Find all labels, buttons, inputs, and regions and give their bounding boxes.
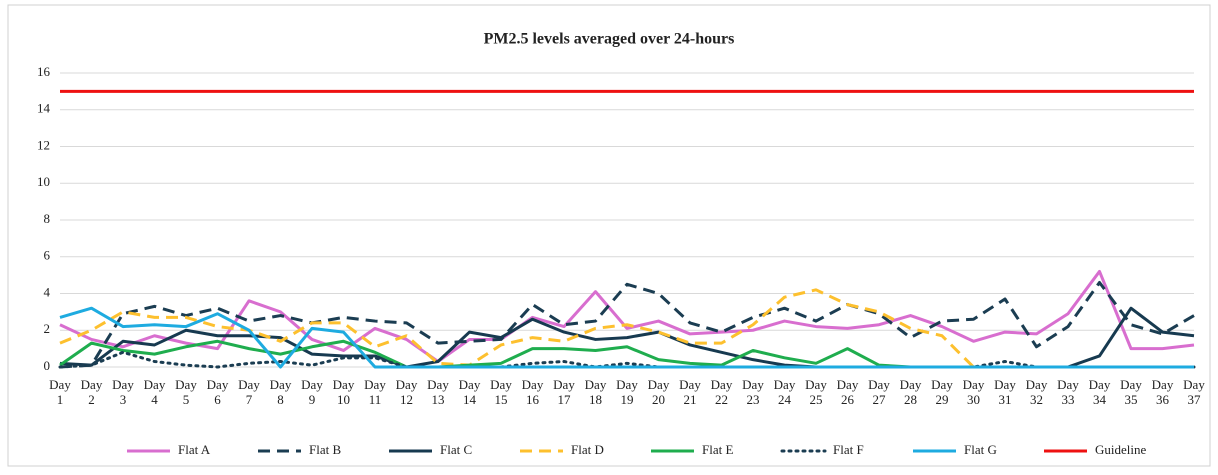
y-tick-label: 14 bbox=[37, 101, 51, 116]
x-tick-label: Day 19 bbox=[616, 377, 638, 407]
x-tick-label: Day 35 bbox=[1120, 377, 1142, 407]
x-tick-label: Day 17 bbox=[553, 377, 575, 407]
legend-label: Flat E bbox=[702, 442, 733, 457]
x-tick-label: Day 2 bbox=[80, 377, 103, 407]
x-tick-label: Day 16 bbox=[521, 377, 544, 407]
x-tick-label: Day 31 bbox=[994, 377, 1016, 407]
x-tick-label: Day 21 bbox=[679, 377, 701, 407]
x-tick-label: Day 34 bbox=[1088, 377, 1111, 407]
chart-title: PM2.5 levels averaged over 24-hours bbox=[484, 31, 735, 48]
y-tick-label: 6 bbox=[44, 248, 51, 263]
x-tick-label: Day 29 bbox=[931, 377, 953, 407]
legend-label: Flat F bbox=[833, 442, 864, 457]
x-tick-label: Day 11 bbox=[364, 377, 386, 407]
x-tick-label: Day 22 bbox=[710, 377, 733, 407]
legend-label: Flat G bbox=[964, 442, 997, 457]
x-tick-label: Day 3 bbox=[112, 377, 134, 407]
y-tick-label: 8 bbox=[44, 211, 51, 226]
x-tick-label: Day 18 bbox=[584, 377, 607, 407]
x-tick-label: Day 37 bbox=[1183, 377, 1205, 407]
x-tick-label: Day 28 bbox=[899, 377, 922, 407]
chart-border bbox=[7, 4, 1211, 467]
x-tick-label: Day 23 bbox=[742, 377, 764, 407]
x-tick-label: Day 32 bbox=[1025, 377, 1048, 407]
legend-label: Flat B bbox=[309, 442, 341, 457]
x-tick-label: Day 26 bbox=[836, 377, 859, 407]
legend-label: Flat A bbox=[178, 442, 211, 457]
x-tick-label: Day 36 bbox=[1151, 377, 1174, 407]
x-tick-label: Day 12 bbox=[395, 377, 418, 407]
y-tick-label: 12 bbox=[37, 137, 50, 152]
x-tick-label: Day 7 bbox=[238, 377, 260, 407]
x-tick-label: Day 24 bbox=[773, 377, 796, 407]
x-tick-label: Day 14 bbox=[458, 377, 481, 407]
x-tick-label: Day 33 bbox=[1057, 377, 1079, 407]
x-tick-label: Day 8 bbox=[269, 377, 292, 407]
x-tick-label: Day 1 bbox=[49, 377, 71, 407]
x-tick-label: Day 30 bbox=[962, 377, 985, 407]
x-tick-label: Day 13 bbox=[427, 377, 449, 407]
x-tick-label: Day 20 bbox=[647, 377, 670, 407]
x-tick-label: Day 9 bbox=[301, 377, 323, 407]
y-tick-label: 10 bbox=[37, 174, 50, 189]
legend-label: Guideline bbox=[1095, 442, 1146, 457]
x-tick-label: Day 15 bbox=[490, 377, 512, 407]
y-tick-label: 2 bbox=[44, 321, 51, 336]
series-line bbox=[58, 350, 1196, 369]
series-line bbox=[59, 269, 1195, 363]
series-line bbox=[59, 280, 1195, 369]
x-tick-label: Day 27 bbox=[868, 377, 890, 407]
x-tick-label: Day 10 bbox=[332, 377, 355, 407]
x-tick-label: Day 5 bbox=[175, 377, 197, 407]
legend-label: Flat D bbox=[571, 442, 604, 457]
x-tick-label: Day 6 bbox=[206, 377, 229, 407]
y-tick-label: 4 bbox=[44, 284, 51, 299]
y-tick-label: 16 bbox=[37, 64, 51, 79]
x-tick-label: Day 25 bbox=[805, 377, 827, 407]
y-tick-label: 0 bbox=[44, 358, 51, 373]
series-line bbox=[59, 306, 1194, 369]
x-tick-label: Day 4 bbox=[143, 377, 166, 407]
legend-label: Flat C bbox=[440, 442, 472, 457]
